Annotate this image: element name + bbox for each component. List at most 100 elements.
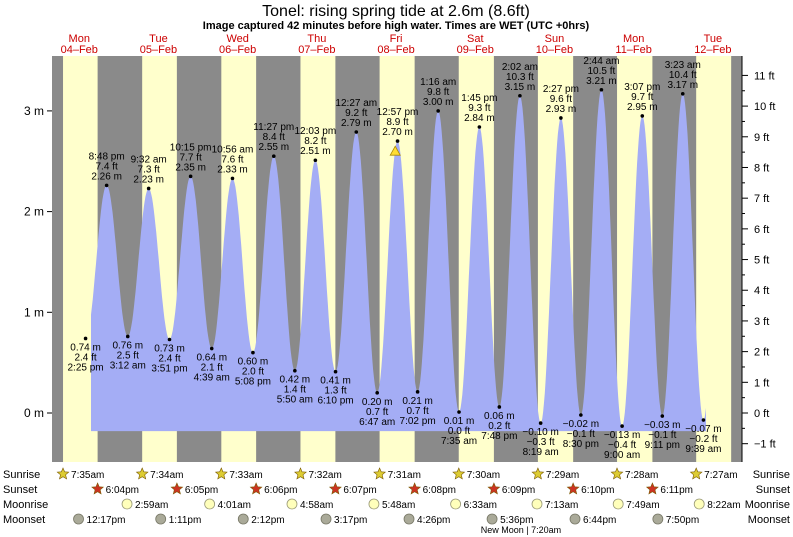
sunrise-time: 7:28am — [625, 470, 658, 481]
low-time-label: 7:02 pm — [400, 416, 436, 427]
moonrise-icon — [121, 498, 133, 510]
high-tide-point — [680, 91, 685, 96]
moonrise-time: 4:58am — [300, 500, 333, 511]
moonrise-icon — [450, 498, 462, 510]
high-tide-point — [230, 176, 235, 181]
low-tide-point — [660, 414, 665, 418]
moonrise-row-label-right: Moonrise — [745, 499, 790, 511]
high-ft-label: 7.6 ft — [221, 154, 243, 165]
low-m-label: −0.02 m — [563, 419, 599, 430]
y-tick-label-m: 2 m — [24, 205, 44, 219]
low-time-label: 3:51 pm — [151, 363, 187, 374]
low-tide-point — [579, 413, 583, 417]
high-m-label: 2.93 m — [546, 104, 577, 115]
high-time-label: 12:03 pm — [295, 126, 337, 137]
y-tick-label-ft: 11 ft — [754, 70, 775, 82]
y-tick-label-ft: −1 ft — [754, 439, 776, 451]
sunrise-icon — [610, 467, 624, 480]
high-ft-label: 7.7 ft — [180, 152, 202, 163]
current-level-marker — [389, 145, 401, 156]
moonset-icon — [569, 513, 581, 525]
low-ft-label: −0.1 ft — [648, 430, 676, 441]
high-m-label: 3.15 m — [505, 82, 536, 93]
low-tide-point — [125, 334, 130, 339]
low-ft-label: 2.5 ft — [117, 350, 139, 361]
sunset-time: 6:06pm — [264, 485, 297, 496]
tide-area — [91, 89, 706, 432]
low-m-label: 0.42 m — [280, 375, 311, 386]
tide-curve — [91, 89, 706, 432]
day-name-label: Mon — [623, 33, 644, 45]
low-m-label: 0.01 m — [444, 416, 475, 427]
moonset-icon — [73, 513, 84, 525]
low-m-label: 0.60 m — [238, 357, 269, 368]
low-m-label: −0.03 m — [644, 420, 680, 431]
low-ft-label: 0.7 ft — [406, 406, 428, 417]
moonset-time: 12:17pm — [87, 515, 126, 526]
moonset-icon — [237, 513, 249, 525]
y-tick-label-m: 0 m — [24, 406, 44, 420]
day-name-label: Mon — [69, 33, 90, 45]
low-m-label: 0.41 m — [320, 376, 351, 387]
low-m-label: 0.64 m — [196, 353, 227, 364]
low-tide-point — [457, 410, 461, 414]
y-tick-label-ft: 9 ft — [754, 132, 769, 144]
low-tide-point — [251, 350, 255, 355]
low-ft-label: 1.3 ft — [324, 386, 346, 397]
high-ft-label: 10.3 ft — [506, 72, 534, 83]
day-date-label: 05–Feb — [140, 44, 177, 56]
sunrise-time: 7:35am — [71, 470, 104, 481]
low-time-label: 3:12 am — [110, 360, 146, 371]
day-date-label: 10–Feb — [536, 44, 573, 56]
high-time-label: 8:48 pm — [89, 151, 125, 162]
high-m-label: 2.51 m — [300, 146, 331, 157]
day-name-label: Tue — [149, 33, 168, 45]
axes: 0 m 1 m 2 m 3 m −1 ft 0 ft 1 ft 2 ft 3 ft 4 ft 5 f… — [24, 56, 776, 462]
day-name-label: Sun — [545, 33, 565, 45]
low-tide-point — [167, 337, 172, 342]
moonrise-time: 7:49am — [626, 500, 659, 511]
day-headers: Mon04–FebTue05–FebWed06–FebThu07–FebFri0… — [61, 33, 732, 56]
y-tick-label-ft: 0 ft — [754, 408, 769, 420]
sunset-time: 6:09pm — [502, 485, 535, 496]
moonset-icon — [403, 513, 415, 525]
high-time-label: 1:16 am — [420, 77, 456, 88]
sunset-time: 6:05pm — [185, 485, 218, 496]
low-ft-label: 2.1 ft — [201, 363, 223, 374]
high-m-label: 2.55 m — [258, 142, 289, 153]
day-date-label: 07–Feb — [298, 44, 335, 56]
high-time-label: 2:02 am — [502, 62, 538, 73]
low-tide-point — [538, 421, 543, 425]
low-ft-label: 0.2 ft — [488, 421, 510, 432]
y-tick-label-ft: 2 ft — [754, 347, 769, 359]
moonrise-time: 6:33am — [464, 500, 497, 511]
sunrise-icon — [373, 467, 387, 480]
sunset-icon — [645, 482, 659, 495]
high-time-label: 1:45 pm — [461, 93, 497, 104]
sunrise-icon — [214, 467, 228, 480]
sunset-icon — [566, 482, 580, 495]
y-tick-label-ft: 4 ft — [754, 285, 769, 297]
high-m-label: 3.21 m — [586, 76, 617, 87]
high-ft-label: 9.7 ft — [631, 92, 653, 103]
sunset-icon — [328, 482, 342, 495]
low-time-label: 2:25 pm — [68, 362, 104, 373]
sunset-time: 6:11pm — [660, 485, 693, 496]
high-m-label: 3.00 m — [423, 97, 454, 108]
low-time-label: 7:48 pm — [481, 431, 517, 442]
low-ft-label: 0.0 ft — [448, 426, 470, 437]
low-time-label: 6:47 am — [359, 417, 395, 428]
high-time-label: 12:57 pm — [377, 107, 419, 118]
day-date-label: 12–Feb — [694, 44, 731, 56]
low-ft-label: 1.4 ft — [284, 385, 306, 396]
low-time-label: 9:39 am — [685, 444, 721, 455]
day-name-label: Wed — [226, 33, 248, 45]
low-ft-label: −0.3 ft — [527, 437, 555, 448]
low-time-label: 5:08 pm — [235, 377, 271, 388]
y-tick-label-ft: 8 ft — [754, 162, 769, 174]
low-tide-point — [333, 369, 338, 374]
high-ft-label: 9.6 ft — [550, 94, 572, 105]
day-date-label: 11–Feb — [615, 44, 652, 56]
high-tide-point — [188, 174, 193, 179]
low-m-label: 0.21 m — [402, 396, 433, 407]
